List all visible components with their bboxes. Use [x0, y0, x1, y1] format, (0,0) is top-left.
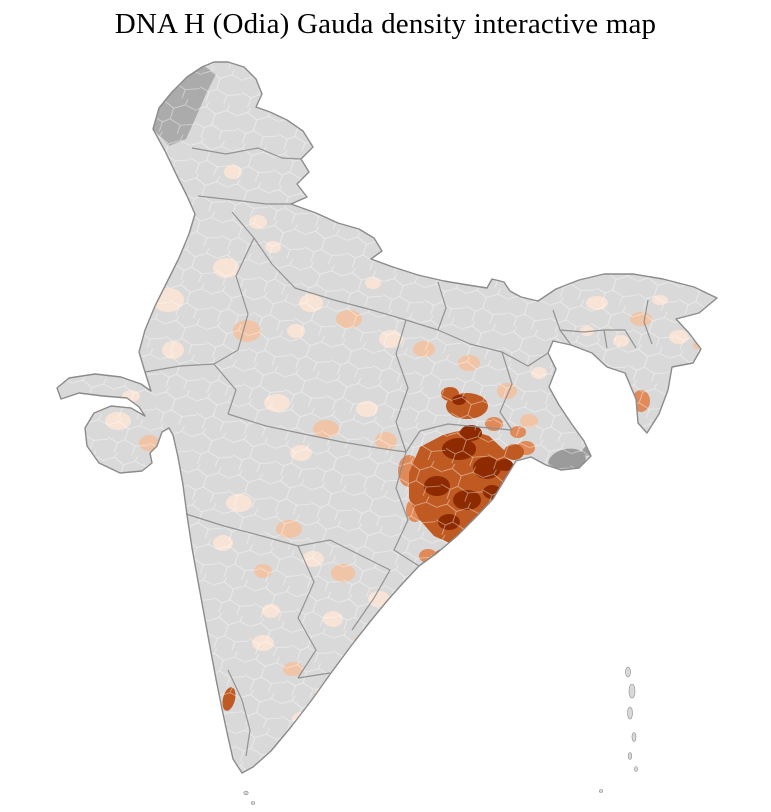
- state-borders: [144, 147, 653, 757]
- district-boundaries-texture: [57, 62, 717, 773]
- island[interactable]: [627, 706, 633, 720]
- island[interactable]: [243, 790, 249, 796]
- island[interactable]: [625, 666, 631, 678]
- district[interactable]: [178, 615, 194, 643]
- island[interactable]: [634, 766, 638, 772]
- islands[interactable]: [243, 666, 638, 805]
- district[interactable]: [418, 565, 440, 581]
- island[interactable]: [627, 752, 633, 760]
- island[interactable]: [628, 683, 636, 699]
- island[interactable]: [631, 732, 637, 742]
- island[interactable]: [250, 801, 256, 805]
- page-title: DNA H (Odia) Gauda density interactive m…: [114, 8, 657, 40]
- island[interactable]: [598, 789, 604, 793]
